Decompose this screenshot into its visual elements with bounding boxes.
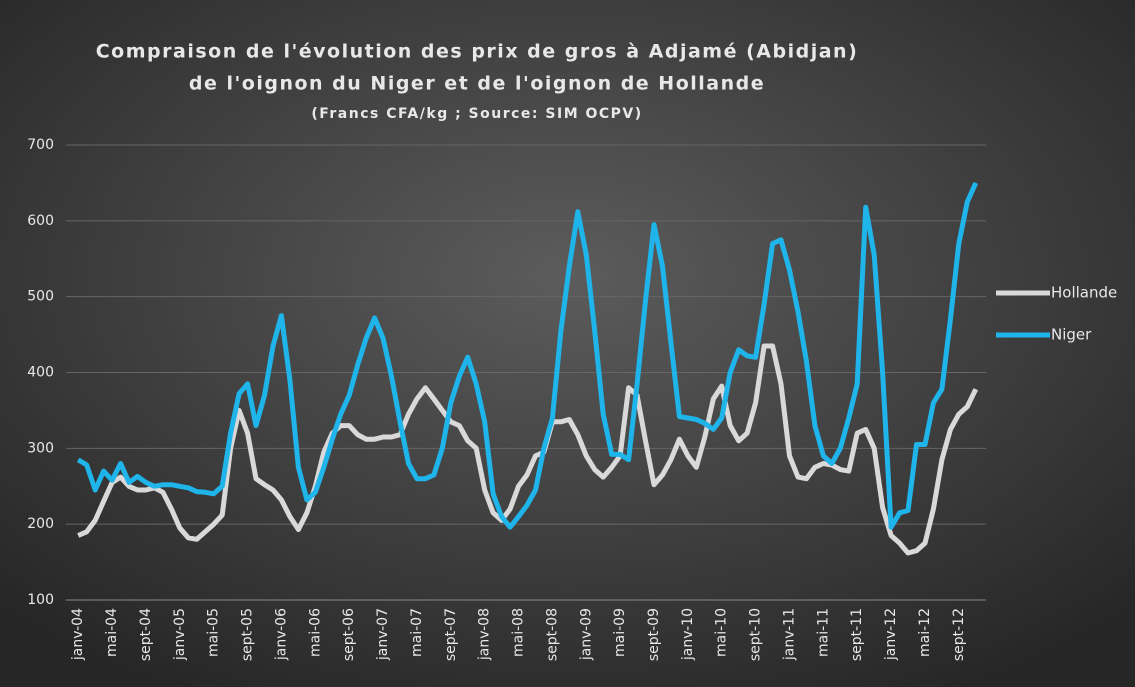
x-tick-label: sept-07 [443, 608, 459, 661]
x-tick-label: janv-04 [70, 608, 86, 661]
x-tick-label: mai-06 [307, 608, 323, 657]
x-tick-label: sept-08 [544, 608, 560, 661]
x-tick-label: janv-07 [375, 608, 391, 661]
legend-label: Hollande [1051, 284, 1117, 302]
y-tick-label: 500 [27, 289, 54, 305]
y-tick-label: 400 [27, 365, 54, 381]
y-tick-label: 300 [27, 440, 54, 456]
x-tick-label: sept-05 [240, 608, 256, 661]
x-tick-label: janv-12 [883, 608, 899, 661]
chart-title: Compraison de l'évolution des prix de gr… [96, 41, 859, 63]
chart-title: de l'oignon du Niger et de l'oignon de H… [189, 73, 765, 95]
x-tick-label: sept-06 [341, 608, 357, 661]
x-tick-label: mai-08 [511, 608, 527, 657]
line-series [77, 343, 979, 556]
legend-label: Niger [1051, 326, 1092, 344]
x-tick-label: mai-04 [104, 608, 120, 657]
x-tick-label: janv-09 [578, 608, 594, 661]
y-tick-label: 100 [27, 592, 54, 608]
x-tick-label: sept-10 [748, 608, 764, 661]
x-tick-label: janv-08 [477, 608, 493, 661]
x-tick-label: sept-04 [138, 608, 154, 661]
x-tick-label: mai-09 [612, 608, 628, 657]
x-tick-label: mai-07 [409, 608, 425, 657]
y-tick-label: 600 [27, 213, 54, 229]
y-tick-label: 200 [27, 516, 54, 532]
x-tick-label: mai-05 [206, 608, 222, 657]
x-tick-label: mai-12 [917, 608, 933, 657]
x-tick-label: janv-11 [781, 608, 797, 661]
x-tick-label: sept-12 [951, 608, 967, 661]
line-series [76, 181, 979, 530]
x-tick-label: sept-09 [646, 608, 662, 661]
x-tick-label: mai-11 [815, 608, 831, 657]
x-tick-label: mai-10 [714, 608, 730, 657]
y-tick-label: 700 [27, 137, 54, 153]
x-tick-label: janv-06 [273, 608, 289, 661]
x-tick-label: janv-10 [680, 608, 696, 661]
chart-subtitle: (Francs CFA/kg ; Source: SIM OCPV) [311, 106, 642, 122]
x-tick-label: sept-11 [849, 608, 865, 661]
x-tick-label: janv-05 [172, 608, 188, 661]
